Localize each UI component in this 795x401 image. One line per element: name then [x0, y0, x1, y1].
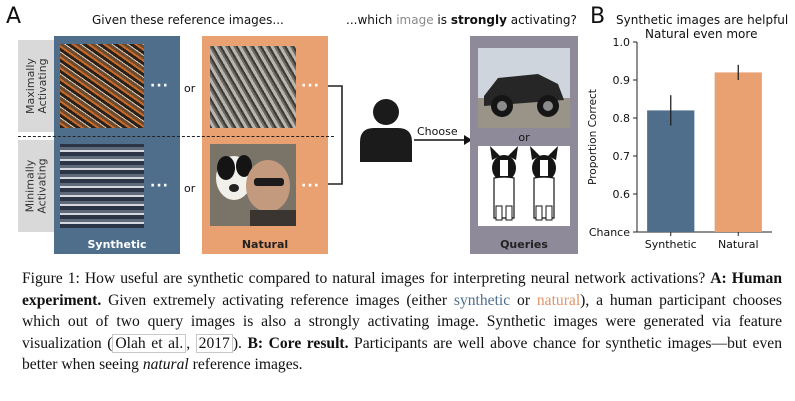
- y-tick-label: 1.0: [613, 36, 631, 49]
- panel-b-letter: B: [590, 4, 605, 29]
- bar-synthetic: [647, 110, 694, 232]
- bar-natural: [715, 72, 762, 232]
- synthetic-frame-label: Synthetic: [54, 238, 180, 251]
- caption-synthetic: synthetic: [454, 292, 510, 309]
- y-tick-label: 0.9: [613, 74, 631, 87]
- natural-max-image: [210, 46, 296, 128]
- panel-a-letter: A: [6, 4, 21, 29]
- panel-b-title: Synthetic images are helpful: [616, 13, 788, 27]
- natural-frame-label: Natural: [202, 238, 328, 251]
- panel-a-header-left: Given these reference images...: [92, 13, 284, 27]
- synthetic-max-image: [60, 44, 144, 128]
- figure-caption: Figure 1: How useful are synthetic compa…: [22, 268, 782, 376]
- choose-arrow: [414, 134, 474, 146]
- caption-natural: natural: [537, 292, 580, 309]
- citation-author-link[interactable]: Olah et al.: [112, 334, 186, 353]
- y-tick-label: Chance: [589, 226, 630, 239]
- natural-frame: ··· ··· Natural: [202, 36, 328, 254]
- row-divider: [18, 136, 334, 137]
- or-label-bottom: or: [184, 182, 195, 195]
- y-tick-label: 0.7: [613, 150, 631, 163]
- queries-frame: or Queries: [470, 36, 578, 254]
- person-icon: [356, 98, 416, 162]
- y-axis-label: Proportion Correct: [587, 89, 599, 185]
- caption-natural-italic: natural: [143, 356, 189, 373]
- or-label-top: or: [184, 82, 195, 95]
- x-tick-label: Natural: [718, 238, 759, 251]
- y-tick-label: 0.8: [613, 112, 631, 125]
- panel-a-header-right: ...which image is strongly activating?: [346, 13, 577, 27]
- query-or-label: or: [470, 131, 578, 144]
- caption-b-bold: B: Core result.: [247, 335, 348, 352]
- natural-min-image: [210, 144, 296, 226]
- bar-chart: Chance 0.6 0.7 0.8 0.9 1.0 Proportion Correct S…: [580, 30, 790, 260]
- synthetic-min-dots: ···: [150, 178, 169, 194]
- natural-max-dots: ···: [301, 78, 320, 94]
- x-tick-label: Synthetic: [645, 238, 697, 251]
- query-image-dogs: [478, 146, 570, 226]
- query-image-car: [478, 48, 570, 128]
- synthetic-min-image: [60, 144, 144, 228]
- synthetic-max-dots: ···: [150, 78, 169, 94]
- y-tick-label: 0.6: [613, 188, 631, 201]
- natural-min-dots: ···: [301, 178, 320, 194]
- synthetic-frame: ··· ··· Synthetic: [54, 36, 180, 254]
- citation-year-link[interactable]: 2017: [196, 334, 233, 353]
- bracket-lines: [328, 80, 348, 190]
- row-label-max: Maximally Activating: [18, 40, 56, 132]
- caption-figure-label: Figure 1:: [22, 270, 80, 287]
- row-label-min: Minimally Activating: [18, 140, 56, 232]
- queries-frame-label: Queries: [470, 238, 578, 251]
